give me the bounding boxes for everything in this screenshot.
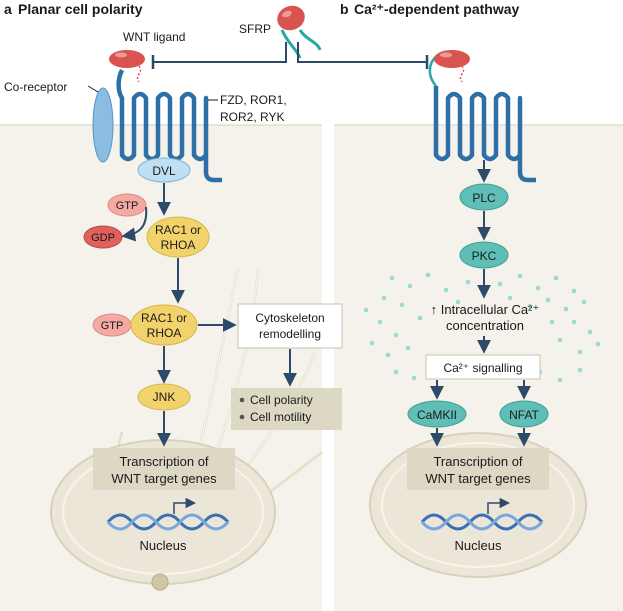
receptor-label-line2: ROR2, RYK [220,110,284,124]
nucleus-b-label: Nucleus [455,538,502,553]
wnt-ligand-b [428,50,470,87]
co-receptor-label: Co-receptor [4,80,67,94]
rac-top-label-1: RAC1 or [155,223,201,237]
sfrp-inhibit-b [297,42,427,63]
dvl-node [137,157,191,183]
camkii-node [407,400,467,428]
centrosome [151,573,169,591]
panel-b-letter: b [340,1,349,17]
tss-arrow-b [487,497,511,514]
plc-node [459,183,509,211]
pkc-node [459,241,509,269]
intracellular-ca-line1: ↑ Intracellular Ca²⁺ [431,302,540,317]
co-receptor [92,87,114,163]
gdp-label: GDP [91,232,115,244]
camkii-label: CaMKII [417,408,457,422]
dna-icon-b [420,513,544,531]
nucleus-a-label: Nucleus [140,538,187,553]
plc-label: PLC [472,191,496,205]
pkc-label: PKC [472,249,497,263]
sfrp-label: SFRP [239,22,271,36]
dvl-label: DVL [152,164,176,178]
gtp-mid-label: GTP [101,320,124,332]
receptor-a [116,68,222,183]
jnk-label: JNK [153,390,176,404]
rac-mid-node [130,304,198,346]
rac-top-label-2: RHOA [161,238,196,252]
transcription-a-line1: Transcription of [119,454,208,469]
bullet-1 [239,397,245,403]
panel-a-title: Planar cell polarity [18,1,143,17]
ca-arrows [430,160,531,447]
receptor-b [433,86,536,183]
receptor-label-line1: FZD, ROR1, [220,93,287,107]
cytoskeleton-label-1: Cytoskeleton [255,311,324,325]
gtp-top-node [107,193,147,217]
cytoskeleton-label-2: remodelling [259,327,321,341]
wnt-ligand-a [109,50,145,83]
panel-a-letter: a [4,1,12,17]
rac-mid-label-1: RAC1 or [141,311,187,325]
transcription-box-b [407,448,549,490]
bullet-2 [239,414,245,420]
transcription-b-line1: Transcription of [433,454,522,469]
nfat-node [499,400,549,428]
cytoskeleton-box [237,303,343,349]
cell-outcomes-box [231,388,342,430]
transcription-box-a [93,448,235,490]
nfat-label: NFAT [509,408,539,422]
ca-signalling-label: Ca²⁺ signalling [443,361,522,375]
calcium-dots [363,272,601,383]
sfrp-inhibit-a [153,42,287,63]
cell-motility-label: Cell motility [250,410,311,424]
jnk-node [137,383,191,411]
rac-mid-label-2: RHOA [147,326,182,340]
panel-b-title: Ca²⁺-dependent pathway [354,1,520,17]
gtp-top-label: GTP [116,200,139,212]
dna-icon-a [106,513,230,531]
cell-polarity-label: Cell polarity [250,393,313,407]
co-receptor-pointer [87,85,99,93]
ca-signalling-box [425,354,541,380]
tss-arrow-a [173,497,197,514]
sfrp-protein [277,5,322,59]
wnt-ligand-label: WNT ligand [123,30,185,44]
rac-top-node [146,216,210,258]
transcription-a-line2: WNT target genes [111,471,217,486]
pcp-arrows [121,183,297,447]
intracellular-ca-line2: concentration [446,318,524,333]
transcription-b-line2: WNT target genes [425,471,531,486]
